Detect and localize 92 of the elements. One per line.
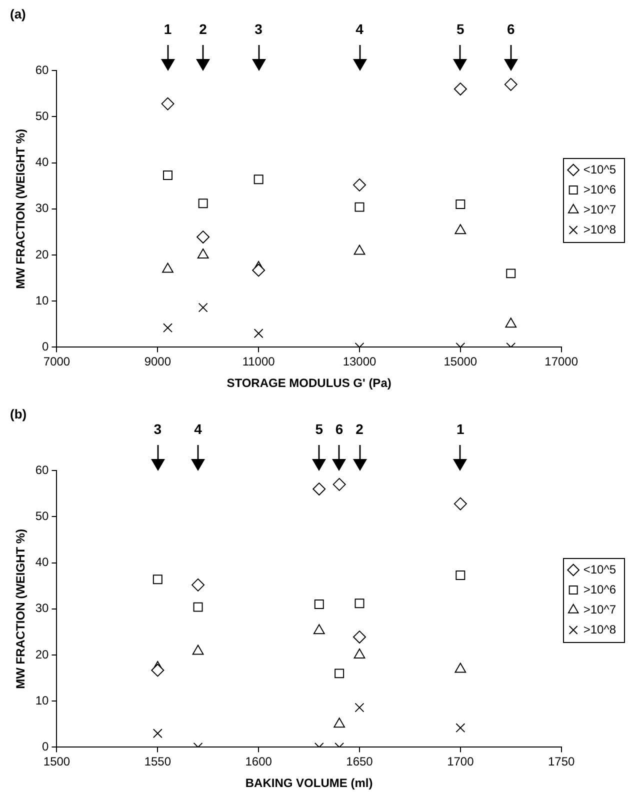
- chart-title: (a): [10, 6, 26, 22]
- point: [254, 328, 264, 338]
- point: [161, 97, 174, 110]
- x-tick-label: 1700: [447, 754, 474, 769]
- text: 6: [506, 20, 516, 37]
- point: [353, 630, 366, 644]
- point: [313, 624, 325, 634]
- x-tick-label: 1750: [548, 754, 576, 769]
- point: [456, 723, 466, 733]
- text: 1: [162, 20, 173, 37]
- y-tick-label: 50: [35, 509, 50, 524]
- y-tick-label: 50: [35, 109, 50, 124]
- point: [456, 200, 466, 210]
- y-tick-label: 20: [35, 647, 50, 662]
- text: 5: [314, 420, 324, 437]
- x-tick-label: 15000: [444, 354, 478, 369]
- chart-title: (b): [10, 406, 27, 422]
- y-tick-label: 40: [35, 555, 50, 570]
- y-tick-label: 40: [35, 155, 50, 170]
- legend-label: <10^5: [583, 562, 616, 576]
- point: [151, 664, 164, 677]
- y-axis-title: MW FRACTION (WEIGHT %): [14, 528, 28, 689]
- point: [254, 174, 264, 184]
- x-axis-title: STORAGE MODULUS G' (Pa): [226, 376, 392, 390]
- legend-label: >10^6: [583, 182, 616, 196]
- point: [332, 478, 346, 491]
- point: [192, 644, 204, 655]
- x-tick-label: 7000: [43, 354, 70, 369]
- x-axis-title: BAKING VOLUME (ml): [245, 776, 373, 790]
- point: [354, 598, 364, 608]
- point: [454, 662, 466, 673]
- text: 5: [456, 20, 466, 37]
- point: [197, 248, 209, 258]
- text: 2: [354, 420, 364, 437]
- point: [198, 198, 208, 208]
- text: 1: [456, 420, 466, 437]
- point: [454, 497, 467, 510]
- legend-label: <10^5: [583, 162, 616, 176]
- point: [162, 262, 174, 273]
- legend-label: >10^8: [583, 222, 616, 236]
- point: [198, 302, 208, 312]
- y-tick-label: 60: [35, 462, 50, 477]
- y-tick-label: 30: [35, 201, 50, 216]
- point: [456, 570, 466, 580]
- point: [454, 224, 466, 234]
- y-tick-label: 10: [35, 693, 50, 708]
- point: [196, 230, 210, 244]
- point: [193, 602, 203, 612]
- x-tick-label: 1650: [346, 754, 374, 769]
- legend-label: >10^6: [583, 582, 616, 596]
- point: [504, 78, 518, 91]
- text: 3: [152, 420, 163, 437]
- text: 2: [198, 20, 208, 37]
- y-tick-label: 0: [42, 740, 50, 754]
- x-tick-label: 1600: [245, 754, 272, 769]
- text: 4: [354, 20, 364, 37]
- text: 3: [254, 20, 264, 37]
- y-tick-label: 60: [35, 62, 50, 77]
- point: [354, 648, 366, 658]
- y-tick-label: 20: [35, 247, 50, 262]
- point: [152, 728, 162, 738]
- point: [354, 702, 364, 712]
- legend-label: >10^7: [583, 602, 616, 616]
- point: [353, 178, 366, 192]
- y-tick-label: 10: [35, 293, 50, 308]
- point: [334, 668, 344, 678]
- y-tick-label: 0: [42, 340, 50, 354]
- point: [454, 82, 467, 96]
- text: 6: [334, 420, 344, 437]
- point: [312, 482, 326, 496]
- point: [354, 244, 366, 255]
- point: [505, 318, 517, 328]
- point: [354, 202, 364, 212]
- point: [192, 578, 205, 592]
- x-tick-label: 9000: [144, 354, 172, 369]
- point: [334, 718, 346, 728]
- x-tick-label: 1550: [144, 754, 172, 769]
- point: [506, 268, 516, 278]
- x-tick-label: 13000: [342, 354, 377, 369]
- point: [314, 600, 324, 610]
- point: [163, 170, 172, 180]
- point: [163, 323, 172, 333]
- point: [252, 264, 266, 277]
- y-axis-title: MW FRACTION (WEIGHT %): [14, 128, 28, 289]
- point: [152, 574, 162, 584]
- legend-label: >10^7: [583, 202, 616, 216]
- x-tick-label: 17000: [544, 354, 578, 369]
- text: 4: [193, 420, 203, 437]
- y-tick-label: 30: [35, 601, 50, 616]
- legend-label: >10^8: [583, 622, 616, 636]
- x-tick-label: 11000: [242, 354, 276, 369]
- x-tick-label: 1500: [43, 754, 70, 769]
